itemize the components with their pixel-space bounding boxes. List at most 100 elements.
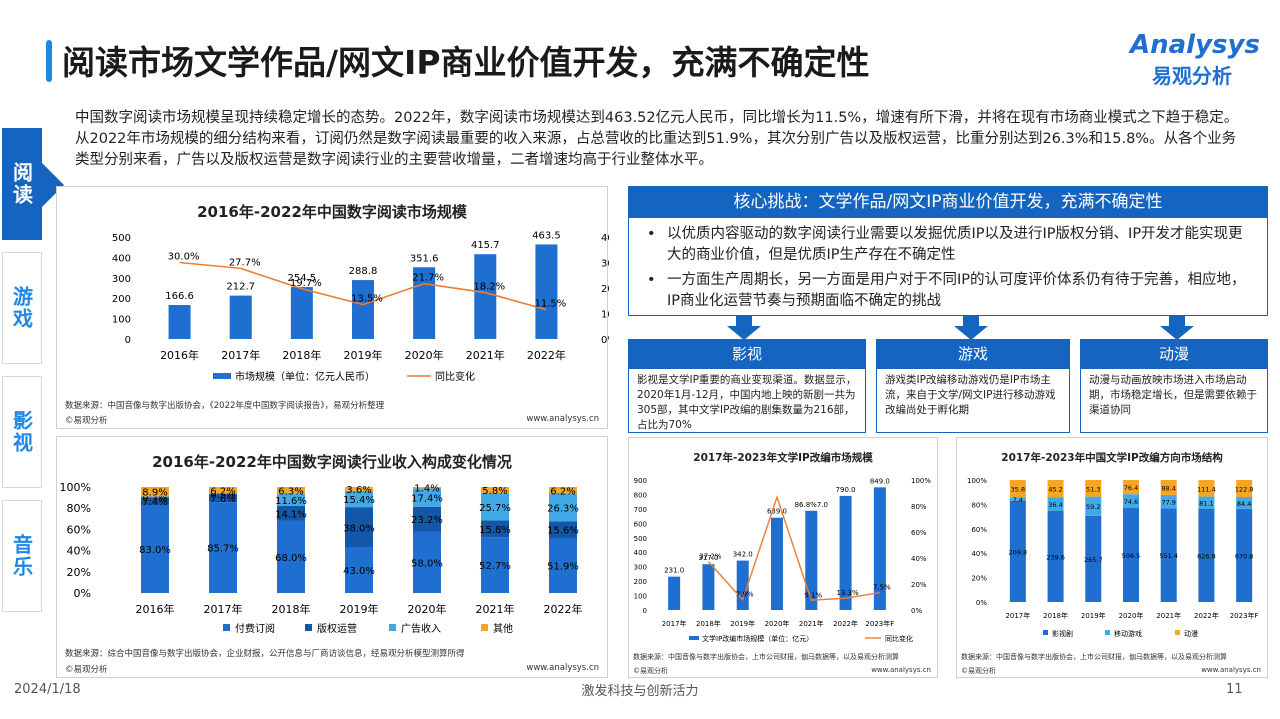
chart2-copyright: ©易观分析 xyxy=(65,665,108,675)
sub-box-film-title: 影视 xyxy=(628,339,866,369)
segment-value-label: 38.0% xyxy=(343,523,375,534)
legend-swatch xyxy=(305,624,312,631)
y2-tick-label: 40% xyxy=(601,233,609,244)
y2-tick-label: 100% xyxy=(911,477,931,485)
sidetab-film[interactable]: 影视 xyxy=(2,376,42,488)
chart4-source: 数据来源：中国音像与数字出版协会，上市公司财报，伽马数据等，以及易观分析测算 xyxy=(961,653,1227,661)
legend-label: 同比变化 xyxy=(885,634,913,643)
legend-label: 其他 xyxy=(493,622,513,635)
x-tick-label: 2023年F xyxy=(1230,611,1259,620)
segment-value-label: 68.0% xyxy=(275,553,307,564)
legend-swatch xyxy=(1175,630,1180,635)
chart3-panel: 2017年-2023年文学IP改编市场规模 0 100 200 300 400 500 60… xyxy=(628,437,938,678)
y-tick-label: 500 xyxy=(112,233,131,244)
segment-value-label: 239.6 xyxy=(1046,553,1065,561)
bar xyxy=(839,495,852,610)
stacked-bar-segment xyxy=(549,493,577,522)
segment-value-label: 52.7% xyxy=(479,561,511,572)
bar-value-label: 166.6 xyxy=(165,291,194,302)
segment-value-label: 14.1% xyxy=(275,509,307,520)
stacked-bar-segment xyxy=(209,494,237,503)
challenge-bullet: 以优质内容驱动的数字阅读行业需要以发掘优质IP以及进行IP版权分销、IP开发才能… xyxy=(643,224,1253,266)
segment-value-label: 5.8% xyxy=(482,486,507,497)
legend-swatch xyxy=(481,624,488,631)
stacked-bar-segment xyxy=(1009,497,1026,501)
x-tick-label: 2016年 xyxy=(160,348,199,362)
sub-box-game: 游戏 游戏类IP改编移动游戏仍是IP市场主流，来自于文学/网文IP进行移动游戏改… xyxy=(876,339,1070,433)
y2-tick-label: 20% xyxy=(911,581,927,589)
line-value-label: 19.7% xyxy=(290,278,322,289)
chart4-title: 2017年-2023年中国文学IP改编方向市场结构 xyxy=(1001,452,1223,464)
stacked-bar-segment xyxy=(1160,508,1177,602)
title-accent-bar xyxy=(46,40,52,82)
segment-value-label: 11.6% xyxy=(275,496,307,507)
y-tick-label: 300 xyxy=(112,274,131,285)
chart2-source: 数据来源：综合中国音像与数字出版协会，企业财报，公开信息与厂商访谈信息，经易观分… xyxy=(65,649,465,659)
x-tick-label: 2022年 xyxy=(1194,611,1219,620)
stacked-bar-segment xyxy=(413,488,441,507)
y-tick-label: 40% xyxy=(971,550,987,558)
bar xyxy=(805,510,818,610)
x-tick-label: 2020年 xyxy=(405,348,444,362)
segment-value-label: 59.2 xyxy=(1086,503,1100,511)
stacked-bar-segment xyxy=(277,505,305,521)
bar-value-label: 86.8%7.0 xyxy=(795,501,828,509)
stacked-bar-segment xyxy=(1236,508,1253,602)
arrow-down-icon xyxy=(954,316,988,340)
x-tick-label: 2018年 xyxy=(282,348,321,362)
bar xyxy=(168,305,191,339)
x-tick-label: 2017年 xyxy=(1005,611,1030,620)
stacked-bar-segment xyxy=(345,487,373,491)
stacked-bar-segment xyxy=(549,537,577,593)
y-tick-label: 0% xyxy=(74,587,91,600)
y2-tick-label: 80% xyxy=(911,503,927,511)
stacked-bar-segment xyxy=(1198,508,1215,602)
sidetab-music[interactable]: 音乐 xyxy=(2,500,42,612)
legend-label: 版权运营 xyxy=(317,622,357,635)
segment-value-label: 506.5 xyxy=(1122,552,1141,560)
x-tick-label: 2022年 xyxy=(833,619,858,628)
segment-value-label: 0.5% xyxy=(210,490,235,501)
sidetab-reading[interactable]: 阅读 xyxy=(2,128,42,240)
line-value-label: 11.5% xyxy=(535,299,567,310)
y-tick-label: 900 xyxy=(634,477,647,485)
stacked-bar-segment xyxy=(141,496,169,498)
stacked-bar-segment xyxy=(1160,480,1177,496)
segment-value-label: 7.4% xyxy=(142,497,167,508)
y-tick-label: 600 xyxy=(634,520,647,528)
stacked-bar-segment xyxy=(1123,480,1139,495)
y2-tick-label: 20% xyxy=(601,284,609,295)
legend-label: 移动游戏 xyxy=(1114,629,1142,638)
segment-value-label: 1.4% xyxy=(414,484,439,495)
chart4-panel: 2017年-2023年中国文学IP改编方向市场结构 0% 20% 40% 60% 80%… xyxy=(956,437,1268,678)
y-tick-label: 700 xyxy=(634,506,647,514)
segment-value-label: 7.6% xyxy=(210,494,235,505)
legend-swatch xyxy=(1105,630,1110,635)
stacked-bar-segment xyxy=(413,487,441,489)
stacked-bar-segment xyxy=(1198,496,1215,509)
legend-label: 动漫 xyxy=(1184,629,1198,638)
x-tick-label: 2017年 xyxy=(221,348,260,362)
segment-value-label: 58.0% xyxy=(411,558,443,569)
stacked-bar-segment xyxy=(345,490,373,508)
arrow-down-icon xyxy=(727,316,761,340)
stacked-bar-segment xyxy=(209,487,237,494)
chart1-website: www.analysys.cn xyxy=(526,414,599,424)
y-tick-label: 100 xyxy=(112,315,131,326)
segment-value-label: 85.7% xyxy=(207,544,239,555)
chart3-title: 2017年-2023年文学IP改编市场规模 xyxy=(693,452,873,464)
y2-tick-label: 10% xyxy=(601,310,609,321)
x-tick-label: 2016年 xyxy=(136,602,175,616)
stacked-bar-segment xyxy=(1009,500,1026,602)
sidetab-games[interactable]: 游戏 xyxy=(2,252,42,364)
chart2-svg: 0% 20% 40% 60% 80% 100% 83.0% 7.4%0.7%8.9% 2016年… xyxy=(60,481,583,635)
chart1-copyright: ©易观分析 xyxy=(65,416,108,426)
bar xyxy=(736,560,749,610)
segment-value-label: 26.3% xyxy=(547,504,579,515)
legend-label: 同比变化 xyxy=(435,370,475,383)
chart2-title: 2016年-2022年中国数字阅读行业收入构成变化情况 xyxy=(152,453,512,471)
x-tick-label: 2017年 xyxy=(662,619,687,628)
y-tick-label: 40% xyxy=(67,545,91,558)
chart3-source: 数据来源：中国音像与数字出版协会，上市公司财报，伽马数据等，以及易观分析测算 xyxy=(633,653,899,661)
line-value-label: 7.5% xyxy=(873,584,891,592)
